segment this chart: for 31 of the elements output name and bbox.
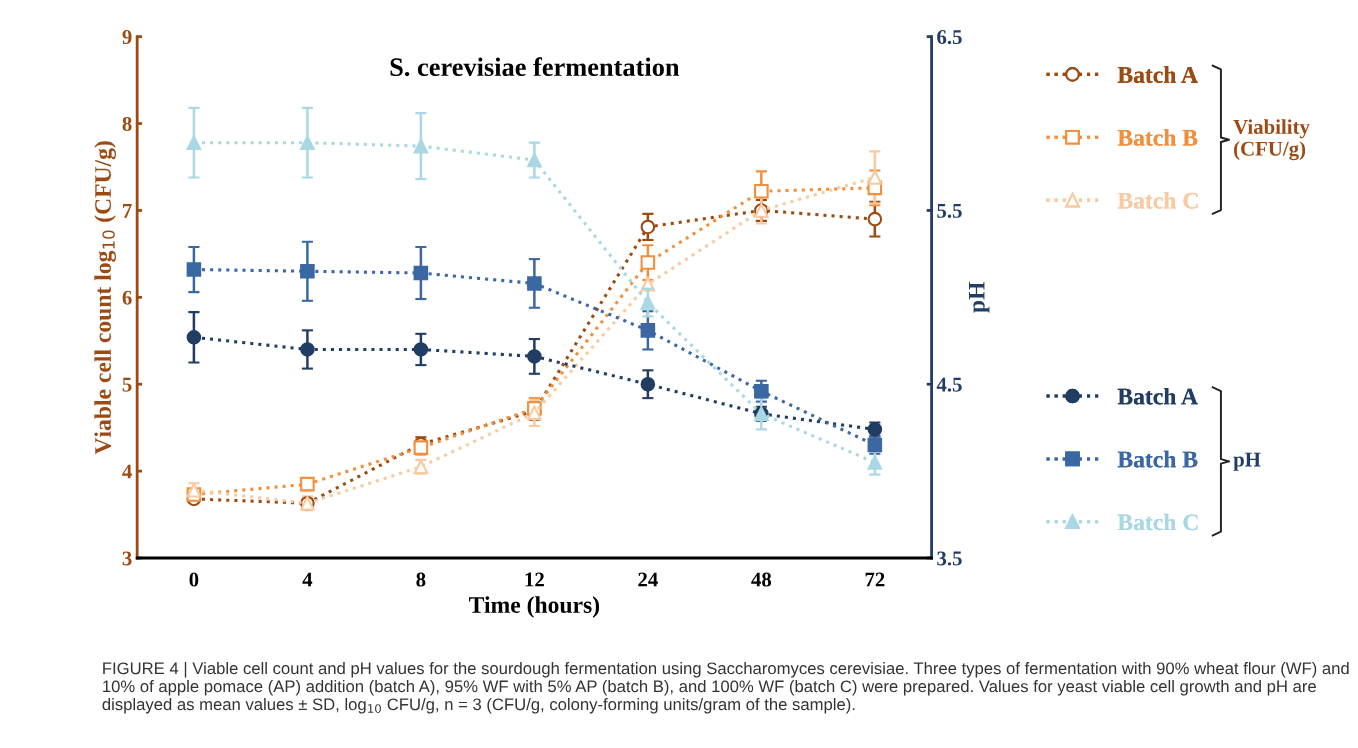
y-tick-label: 3 [122,551,132,566]
text: pH [1233,452,1261,471]
x-tick-label: 72 [865,572,885,587]
y-tick-label: 7 [123,204,132,218]
x-tick-label: 24 [638,572,658,587]
text: Viability (CFU/g) [1233,119,1310,161]
legend-label: Batch A [1117,66,1198,83]
x-tick-label: 12 [525,572,544,587]
y-tick-label: 6 [122,290,132,305]
text: S. cerevisiae fermentation [390,57,680,77]
legend-label: Batch C [1117,513,1198,531]
y-axis-title: Viable cell count log$_{10}$ (CFU/g) [94,141,116,455]
legend-label: Batch A [1117,387,1198,405]
caption: FIGURE 4 | Viable cell count and pH values for the sourdough fermentation using Saccharomyces cerevisiae. Three types of fermentation with 90% wheat flour (WF) and 10% of apple pomace (AP) addition (batch A), 95% WF with 5% AP (batch B), and 100% WF (batch C) were prepared. Values for yeast viable cell growth and pH are displayed as mean values ± SD, log$_{10}$ CFU/g, n = 3 (CFU/g, colony-forming units/gram of the sample). [102,661,1349,714]
y2-axis-title: pH [968,281,990,313]
x-tick-label: 4 [302,572,313,587]
legend-label: Batch B [1117,450,1198,468]
y-tick-label: 8 [122,116,132,131]
legend-label: Batch B [1117,129,1198,146]
y2-tick-label: 6.5 [937,30,962,45]
x-tick-label: 8 [416,572,426,587]
y2-tick-label: 4.5 [936,377,962,392]
y2-tick-label: 3.5 [937,551,962,566]
y2-tick-label: 5.5 [937,204,962,218]
y-tick-label: 9 [122,30,132,45]
x-axis-title: Time (hours) [469,596,600,618]
x-tick-label: 0 [189,572,199,587]
x-tick-label: 48 [751,572,772,587]
legend-label: Batch C [1117,192,1198,209]
y-tick-label: 5 [122,377,132,392]
y-tick-label: 4 [122,464,132,479]
